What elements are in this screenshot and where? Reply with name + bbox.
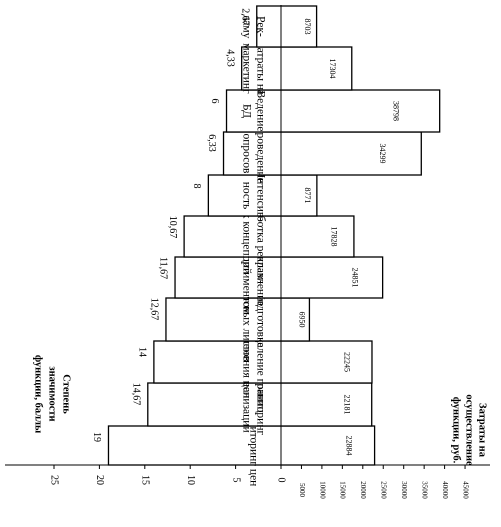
cost-label: 22245: [343, 352, 352, 372]
left-axis-title: функции, баллы: [33, 355, 44, 433]
right-tick-label: 35000: [421, 481, 429, 499]
category-label: изменения цен: [240, 326, 252, 398]
bar-11: 2,67 8703 Рек-ламу: [239, 5, 318, 48]
bar-7: 8 8771 Интенсив-ность: [191, 170, 318, 221]
category-label: реализации: [240, 376, 252, 432]
left-tick-label: 5: [230, 478, 241, 483]
right-axis-title: Затраты на: [477, 403, 488, 458]
importance-label: 10,67: [167, 216, 178, 239]
bar-rect: [256, 5, 318, 48]
cost-label: 17828: [330, 227, 339, 247]
left-axis-title: значимости: [47, 366, 58, 421]
importance-label: 12,67: [149, 298, 160, 321]
cost-label: 24851: [350, 268, 359, 288]
category-label: Подготовка: [254, 291, 266, 347]
bar-rect: [174, 256, 384, 299]
importance-label: 6,33: [206, 134, 217, 152]
left-axis-ticks: 25 20 15 10 5 0: [49, 465, 287, 485]
importance-label: 6: [209, 99, 220, 104]
bar-rect: [222, 131, 422, 176]
left-tick-label: 10: [185, 475, 196, 485]
category-label: Затраты на: [254, 42, 266, 95]
right-tick-label: 40000: [441, 481, 449, 499]
bar-rect: [225, 89, 441, 133]
bar-rect: [147, 382, 373, 427]
cost-label: 38798: [391, 101, 400, 121]
category-label: ассортиментом: [240, 240, 252, 315]
right-axis-ticks: 5000 10000 15000 20000 25000 30000 35000 40000 4…: [298, 465, 469, 499]
importance-label: 14: [137, 347, 148, 357]
left-tick-label: 0: [276, 478, 287, 483]
importance-label: 11,67: [158, 257, 169, 279]
bar-rect: [107, 425, 376, 466]
category-label: Управление: [254, 249, 266, 307]
left-tick-label: 20: [94, 475, 105, 485]
left-axis-title: Степень: [61, 374, 72, 414]
cost-label: 8771: [303, 188, 312, 204]
right-tick-label: 5000: [298, 483, 306, 498]
right-tick-label: 30000: [400, 481, 408, 499]
importance-label: 4,33: [224, 49, 235, 67]
bar-rect: [153, 340, 373, 384]
category-label: ных концепций: [240, 199, 252, 274]
right-tick-label: 45000: [461, 481, 469, 499]
importance-label: 2,67: [239, 8, 250, 26]
right-tick-label: 15000: [339, 481, 347, 499]
right-axis-title: осуществление: [464, 394, 475, 466]
right-axis-title: функции, руб.: [451, 397, 462, 464]
right-tick-label: 20000: [359, 481, 367, 499]
category-label: ность: [240, 182, 252, 210]
importance-label: 19: [91, 432, 102, 442]
category-label: маркетинг: [240, 43, 252, 94]
cost-label: 22181: [342, 395, 351, 415]
importance-label: 8: [191, 184, 202, 189]
cost-label: 6950: [298, 312, 307, 328]
right-tick-label: 25000: [380, 481, 388, 499]
right-tick-label: 10000: [318, 481, 326, 499]
left-tick-label: 25: [49, 475, 60, 485]
bar-rect: [165, 297, 311, 342]
category-label: Рек-: [254, 16, 266, 37]
category-label: Мониторинг: [254, 374, 266, 436]
cost-label: 34299: [378, 144, 387, 164]
category-label: БД: [240, 104, 252, 118]
importance-label: 14,67: [130, 383, 141, 406]
bar-rect: [183, 215, 355, 258]
category-label: Ведение: [254, 91, 266, 132]
bar-rect: [241, 46, 353, 91]
cost-label: 22884: [345, 436, 354, 456]
left-tick-label: 15: [140, 475, 151, 485]
cost-label: 17304: [328, 59, 337, 79]
category-label: ламу: [240, 15, 252, 39]
category-label: Интенсив-: [254, 170, 266, 221]
cost-label: 8703: [303, 19, 312, 35]
category-label: опросов: [240, 134, 252, 175]
category-label: Проведение: [254, 124, 266, 183]
